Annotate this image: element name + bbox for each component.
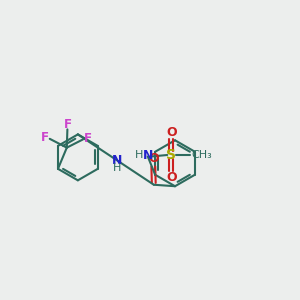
Text: O: O (166, 171, 177, 184)
Text: CH₃: CH₃ (191, 150, 212, 160)
Text: N: N (143, 148, 154, 161)
Text: O: O (148, 152, 159, 165)
Text: H: H (113, 164, 121, 173)
Text: F: F (84, 132, 92, 145)
Text: H: H (135, 150, 143, 160)
Text: S: S (166, 148, 176, 162)
Text: O: O (166, 126, 177, 139)
Text: N: N (112, 154, 122, 167)
Text: F: F (63, 118, 71, 130)
Text: F: F (41, 131, 49, 144)
